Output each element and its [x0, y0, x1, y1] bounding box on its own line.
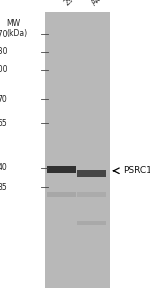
Text: 100: 100: [0, 65, 8, 74]
Text: PSRC1: PSRC1: [123, 166, 150, 175]
Bar: [77, 220, 106, 225]
Text: 293T: 293T: [63, 0, 83, 7]
Text: 130: 130: [0, 48, 8, 56]
Text: A431: A431: [90, 0, 110, 7]
Bar: [45, 12, 110, 288]
Bar: [47, 192, 76, 197]
Text: 70: 70: [0, 95, 8, 104]
Text: 55: 55: [0, 119, 8, 128]
Bar: [77, 170, 106, 177]
Text: 170: 170: [0, 30, 8, 39]
Text: 40: 40: [0, 163, 8, 172]
Bar: [47, 166, 76, 173]
Text: MW
(kDa): MW (kDa): [6, 19, 27, 38]
Bar: [77, 192, 106, 197]
Text: 35: 35: [0, 183, 8, 192]
